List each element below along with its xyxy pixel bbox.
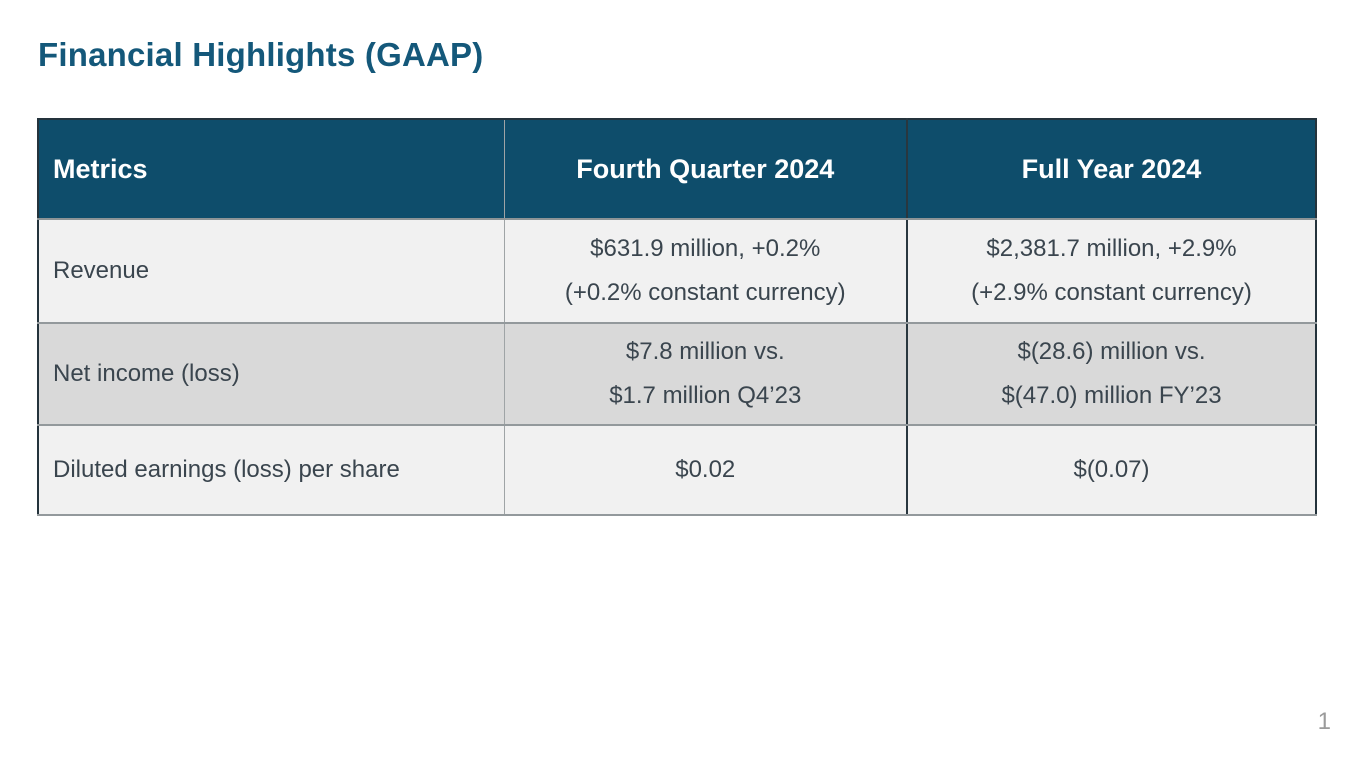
revenue-fy-value: $2,381.7 million, +2.9% (+2.9% constant …: [907, 218, 1316, 324]
value-line: (+2.9% constant currency): [971, 279, 1252, 306]
financial-highlights-table: Metrics Fourth Quarter 2024 Full Year 20…: [37, 118, 1317, 516]
page-number: 1: [1317, 708, 1331, 735]
diluted-eps-fy-value: $(0.07): [907, 424, 1316, 516]
page-title: Financial Highlights (GAAP): [38, 36, 484, 73]
metric-label: Revenue: [38, 218, 505, 324]
column-header-fourth-quarter-2024: Fourth Quarter 2024: [504, 119, 908, 220]
value-line: $0.02: [675, 456, 736, 483]
value-line: $(0.07): [1073, 456, 1150, 483]
value-line: $(28.6) million vs.: [1017, 338, 1206, 365]
diluted-eps-q4-value: $0.02: [504, 424, 908, 516]
value-line: $(47.0) million FY’23: [1001, 382, 1222, 409]
value-line: $2,381.7 million, +2.9%: [986, 235, 1237, 262]
column-header-metrics: Metrics: [38, 119, 505, 220]
table-row-diluted-eps: Diluted earnings (loss) per share $0.02 …: [38, 424, 1316, 516]
net-income-q4-value: $7.8 million vs. $1.7 million Q4’23: [504, 322, 908, 426]
value-line: (+0.2% constant currency): [564, 279, 846, 306]
table-row-revenue: Revenue $631.9 million, +0.2% (+0.2% con…: [38, 218, 1316, 324]
value-line: $1.7 million Q4’23: [609, 382, 802, 409]
metric-label: Diluted earnings (loss) per share: [38, 424, 505, 516]
table-row-net-income: Net income (loss) $7.8 million vs. $1.7 …: [38, 322, 1316, 426]
value-line: $631.9 million, +0.2%: [590, 235, 821, 262]
net-income-fy-value: $(28.6) million vs. $(47.0) million FY’2…: [907, 322, 1316, 426]
value-line: $7.8 million vs.: [625, 338, 785, 365]
metric-label: Net income (loss): [38, 322, 505, 426]
revenue-q4-value: $631.9 million, +0.2% (+0.2% constant cu…: [504, 218, 908, 324]
column-header-full-year-2024: Full Year 2024: [907, 119, 1316, 220]
table-header-row: Metrics Fourth Quarter 2024 Full Year 20…: [38, 119, 1316, 220]
